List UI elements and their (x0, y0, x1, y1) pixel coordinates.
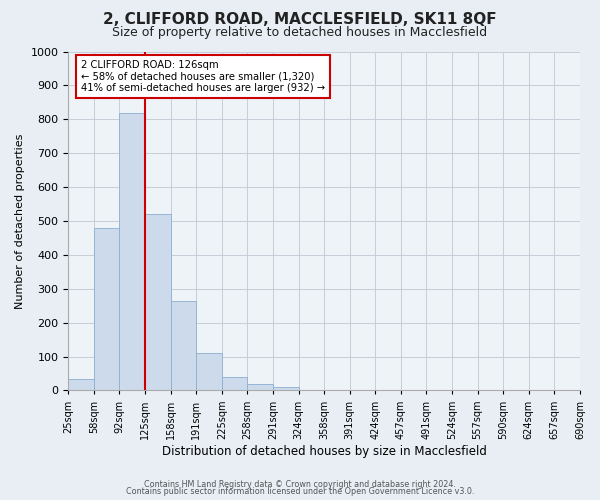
Bar (94, 228, 119, 390)
Bar (247, 384, 273, 390)
Text: Contains HM Land Registry data © Crown copyright and database right 2024.: Contains HM Land Registry data © Crown c… (144, 480, 456, 489)
Y-axis label: Number of detached properties: Number of detached properties (15, 134, 25, 308)
Text: Size of property relative to detached houses in Macclesfield: Size of property relative to detached ho… (112, 26, 488, 39)
Text: Contains public sector information licensed under the Open Government Licence v3: Contains public sector information licen… (126, 488, 474, 496)
Bar (196, 353, 222, 391)
Text: 2 CLIFFORD ROAD: 126sqm
← 58% of detached houses are smaller (1,320)
41% of semi: 2 CLIFFORD ROAD: 126sqm ← 58% of detache… (81, 60, 325, 93)
Bar (222, 377, 247, 390)
Bar (170, 300, 196, 390)
Bar (145, 214, 170, 390)
X-axis label: Distribution of detached houses by size in Macclesfield: Distribution of detached houses by size … (162, 444, 487, 458)
Bar (119, 112, 145, 390)
Bar (273, 387, 299, 390)
Text: 2, CLIFFORD ROAD, MACCLESFIELD, SK11 8QF: 2, CLIFFORD ROAD, MACCLESFIELD, SK11 8QF (103, 12, 497, 28)
Bar (68, 378, 94, 390)
